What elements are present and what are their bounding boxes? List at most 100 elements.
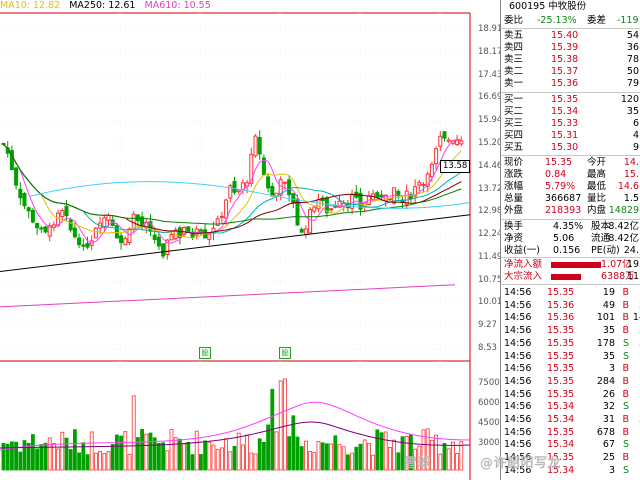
candle-body (396, 190, 401, 197)
stat-value: 4.35% (553, 221, 584, 232)
volume-bar (68, 449, 73, 471)
volume-ma-line (0, 421, 471, 449)
candle-body (152, 234, 157, 241)
tick-row[interactable]: 14:56 15.34 3 S (501, 465, 640, 477)
volume-bar (383, 431, 388, 471)
tick-price: 15.35 (547, 388, 575, 400)
tick-row[interactable]: 14:56 15.36 49 B3 (501, 300, 640, 312)
candle-body (169, 234, 174, 241)
candle-body (291, 193, 296, 204)
tick-row[interactable]: 14:56 15.36 101 B14 (501, 312, 640, 324)
volume-bar (295, 436, 300, 471)
stat-row: 总量 366687 量比 1.5 (501, 193, 640, 205)
candle-body (429, 163, 434, 178)
candle-body (253, 135, 258, 157)
price-tick-label: 9.27 (478, 320, 497, 331)
flow-bar (551, 274, 581, 280)
tick-extra: 1 (639, 376, 640, 388)
price-tick-label: 17.43 (478, 69, 503, 80)
tick-extra: 1 (639, 287, 640, 299)
sell-level-label: 卖二 (504, 66, 524, 77)
tick-row[interactable]: 14:56 15.35 26 B (501, 389, 640, 401)
volume-bar (30, 434, 35, 471)
price-tick-label: 18.91 (478, 24, 503, 34)
volume-bar (115, 434, 119, 471)
tick-row[interactable]: 14:56 15.35 35 B3 (501, 325, 640, 337)
tick-extra: 1 (639, 427, 640, 439)
tick-row[interactable]: 14:56 15.35 678 B1 (501, 427, 640, 439)
tick-time: 14:56 (504, 426, 532, 438)
candle-body (303, 228, 308, 235)
volume-bar (144, 433, 149, 471)
candle-body (308, 209, 313, 234)
tick-row[interactable]: 14:56 15.35 3 B (501, 363, 640, 375)
tick-volume: 284 (596, 375, 615, 387)
candle-body (316, 199, 321, 210)
tick-price: 15.34 (547, 439, 575, 451)
tick-row[interactable]: 14:56 15.35 25 B1 (501, 452, 640, 464)
volume-bar (165, 450, 170, 471)
candle-body (434, 148, 439, 165)
buy-level-label: 买五 (504, 142, 524, 153)
stat-value: 15.35 (545, 157, 573, 168)
volume-bar (434, 434, 439, 471)
ma610-line (0, 284, 456, 308)
tick-side: B (622, 414, 629, 425)
stat-value: 0.156 (553, 245, 581, 256)
stat-value: 5.79% (545, 181, 576, 192)
candle-body (261, 157, 266, 176)
tick-price: 15.34 (547, 414, 575, 425)
marker-icon[interactable]: 股 (279, 347, 291, 359)
sell-volume: 36 (626, 42, 639, 53)
ma-long-line (29, 181, 471, 209)
tick-time: 14:56 (504, 439, 532, 451)
volume-bar (316, 441, 321, 471)
volume-bar (35, 448, 39, 471)
price-tick-label: 10.01 (478, 297, 503, 308)
sell-level-label: 卖三 (504, 54, 524, 65)
stat-row: 换手 4.35% 股本 8.42亿 (501, 221, 640, 233)
stat-row: 净资 5.06 流通 8.42亿 (501, 233, 640, 245)
stat-value: 14. (623, 157, 639, 168)
price-tick-label: 15.94 (478, 115, 503, 126)
tick-row[interactable]: 14:56 15.34 32 S (501, 401, 640, 413)
sell-volume: 54 (626, 30, 639, 41)
volume-bar (249, 452, 254, 471)
stat-row: 涨幅 5.79% 最低 14.6 (501, 181, 640, 193)
price-tick-label: 12.98 (478, 206, 503, 217)
tick-row[interactable]: 14:56 15.34 31 B3 (501, 414, 640, 426)
candle-body (9, 150, 14, 171)
candle-body (421, 183, 426, 186)
volume-bar (253, 453, 258, 471)
tick-row[interactable]: 14:56 15.35 284 B1 (501, 376, 640, 388)
flow-extra: 11 (626, 271, 639, 282)
buy-volume: 6 (632, 118, 639, 129)
sell-price: 15.39 (551, 42, 579, 53)
volume-bar (156, 442, 161, 471)
tick-row[interactable]: 14:56 15.35 19 B1 (501, 287, 640, 299)
kline-canvas[interactable] (0, 0, 500, 480)
volume-bar (211, 444, 216, 471)
tick-row[interactable]: 14:56 15.35 35 S (501, 351, 640, 363)
tick-time: 14:56 (504, 401, 532, 413)
tick-extra: 3 (639, 300, 640, 312)
candle-body (299, 228, 304, 233)
tick-row[interactable]: 14:56 15.35 178 S3 (501, 338, 640, 350)
marker-icon[interactable]: 股 (199, 347, 211, 359)
volume-bar (387, 447, 392, 471)
candle-body (18, 188, 23, 199)
candle-body (266, 176, 271, 189)
candle-body (282, 181, 287, 184)
tick-row[interactable]: 14:56 15.34 67 S (501, 439, 640, 451)
flow-label: 大宗流入 (504, 271, 543, 282)
tick-price: 15.36 (547, 312, 575, 324)
stat-label: 总量 (504, 193, 524, 204)
divider (501, 257, 640, 258)
stat-label: PE(动) (591, 245, 620, 256)
volume-bar (308, 451, 313, 471)
stock-title: 600195 中牧股份 (501, 1, 640, 13)
volume-bar (392, 439, 397, 471)
candle-body (127, 228, 132, 244)
volume-bar (455, 453, 460, 471)
kline-chart[interactable]: MA10: 12.82 MA250: 12.61 MA610: 10.55 18… (0, 0, 505, 480)
